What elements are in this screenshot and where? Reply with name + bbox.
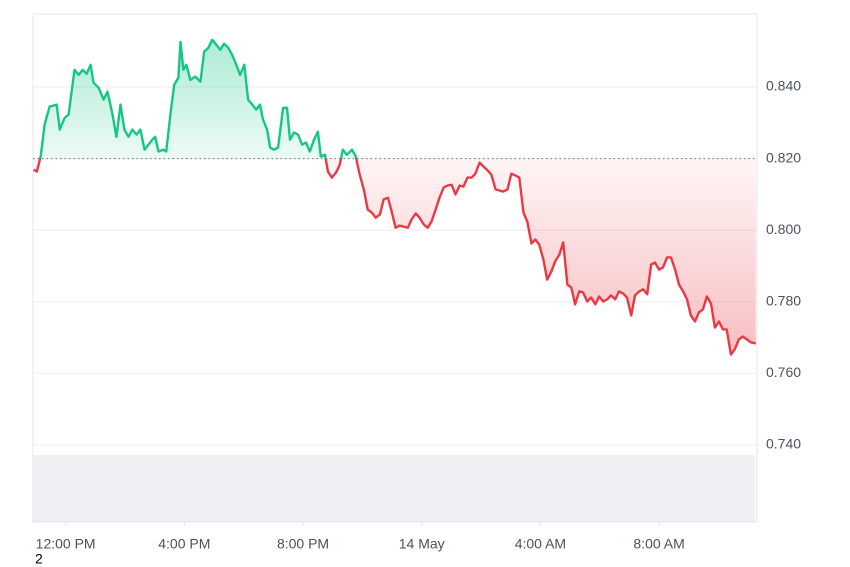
x-tick-label: 8:00 PM (277, 536, 329, 552)
y-tick-label: 0.780 (766, 293, 801, 309)
annotation: 2 (35, 551, 43, 567)
price-line (33, 38, 757, 356)
y-tick-label: 0.740 (766, 436, 801, 452)
y-tick-label: 0.760 (766, 364, 801, 380)
y-tick-label: 0.820 (766, 149, 801, 165)
volume-area (33, 455, 755, 522)
x-tick-label: 8:00 AM (633, 536, 684, 552)
x-tick-label: 12:00 PM (36, 536, 96, 552)
price-area (33, 39, 756, 355)
y-tick-label: 0.840 (766, 78, 801, 94)
y-tick-label: 0.800 (766, 221, 801, 237)
x-tick-label: 14 May (399, 536, 445, 552)
x-tick-label: 4:00 PM (158, 536, 210, 552)
x-tick-label: 4:00 AM (515, 536, 566, 552)
